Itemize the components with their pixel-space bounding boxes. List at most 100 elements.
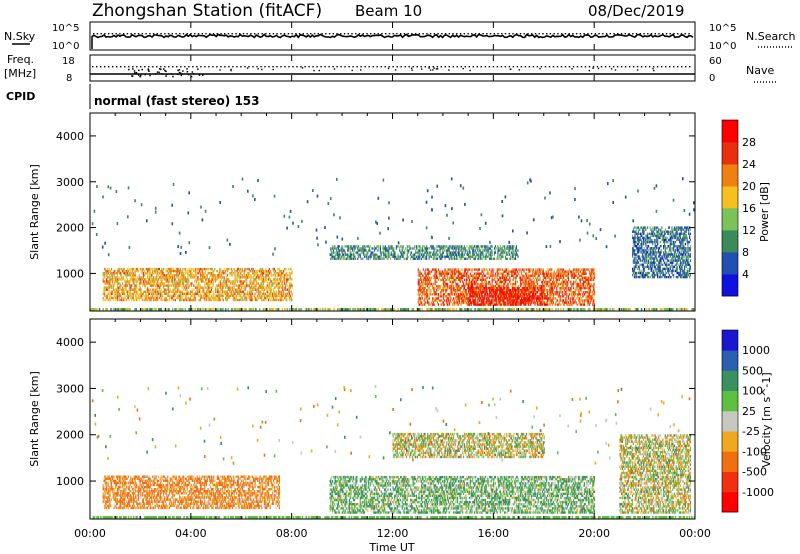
power-cell <box>567 297 570 300</box>
nsearch-point <box>235 33 237 35</box>
power-cell <box>451 282 453 286</box>
power-cell <box>207 284 209 287</box>
nsearch-point <box>269 33 271 35</box>
power-cell <box>129 284 131 287</box>
power-cell <box>476 274 478 277</box>
power-cell <box>158 286 160 289</box>
power-cell <box>456 291 458 294</box>
power-cell <box>468 282 471 286</box>
power-cell <box>227 286 229 289</box>
power-cell <box>243 280 245 283</box>
power-cell <box>226 290 228 293</box>
nsearch-point <box>332 33 334 35</box>
power-cell <box>542 297 544 300</box>
power-cell <box>131 292 134 296</box>
power-cell <box>204 294 206 298</box>
power-cell <box>152 288 154 291</box>
power-cell <box>126 284 128 287</box>
power-cell <box>562 295 565 298</box>
power-cell <box>518 286 520 290</box>
nave-point <box>616 66 619 68</box>
power-cell <box>251 290 253 293</box>
power-cell <box>435 268 437 271</box>
power-cell <box>109 276 111 279</box>
power-cell <box>107 276 109 279</box>
power-cell <box>548 276 550 279</box>
power-cell <box>220 274 222 277</box>
power-cell <box>188 272 190 275</box>
power-cell <box>160 269 162 273</box>
power-cell <box>116 274 119 277</box>
power-cell <box>270 284 272 287</box>
power-cell <box>261 298 263 302</box>
nsearch-point <box>553 33 555 35</box>
power-cell <box>146 272 148 275</box>
power-cell <box>477 301 479 304</box>
power-cell <box>105 269 107 273</box>
power-cell <box>144 272 146 275</box>
power-cell <box>123 292 125 296</box>
power-cell <box>248 267 250 271</box>
nsearch-point <box>108 33 110 35</box>
power-cell <box>265 296 267 300</box>
power-cell <box>422 286 424 290</box>
power-cell <box>460 291 462 294</box>
power-cell <box>110 272 112 275</box>
power-cell <box>134 288 136 291</box>
power-cell <box>290 282 292 285</box>
power-cell <box>268 292 270 296</box>
nsearch-point <box>310 33 312 35</box>
power-cell <box>584 280 586 284</box>
power-cell <box>130 276 132 279</box>
power-cell <box>148 278 150 281</box>
power-cell <box>231 274 234 277</box>
power-cell <box>484 274 486 277</box>
power-cell <box>230 272 232 275</box>
power-cell <box>215 288 217 291</box>
power-cell <box>200 274 202 277</box>
power-cell <box>533 299 535 302</box>
nave-dip-point <box>190 75 193 78</box>
power-cell <box>580 289 582 292</box>
power-cell <box>567 270 570 273</box>
power-cell <box>128 267 130 271</box>
power-cell <box>516 299 518 302</box>
power-cell <box>217 284 219 287</box>
power-cell <box>478 274 481 277</box>
power-cell <box>484 297 486 300</box>
power-cell <box>515 282 517 286</box>
power-cell <box>456 293 458 296</box>
power-cell <box>251 267 253 271</box>
power-cell <box>419 293 421 296</box>
power-cell <box>126 284 129 287</box>
nave-point <box>244 66 246 68</box>
power-cell <box>241 269 244 273</box>
power-cell <box>156 269 158 273</box>
power-cell <box>509 293 511 296</box>
power-cell <box>116 296 119 300</box>
power-cell <box>447 297 449 300</box>
power-cell <box>456 276 458 279</box>
power-cell <box>157 267 159 271</box>
nave-point <box>520 66 523 68</box>
nsearch-point <box>531 33 533 35</box>
power-cell <box>208 298 210 302</box>
power-cell <box>197 292 199 296</box>
power-cell <box>262 286 265 289</box>
power-cell <box>420 272 422 275</box>
date-label: 08/Dec/2019 <box>588 2 684 20</box>
power-cell <box>228 296 230 300</box>
power-cell <box>257 286 260 289</box>
power-cell <box>556 289 558 292</box>
power-cell <box>285 282 287 285</box>
power-cell <box>468 301 470 304</box>
power-cell <box>465 274 467 277</box>
power-cell <box>133 274 135 277</box>
power-cell <box>278 272 281 275</box>
power-cell <box>457 297 459 300</box>
power-cell <box>126 274 128 277</box>
power-cell <box>434 293 436 296</box>
power-cell <box>150 280 152 283</box>
nave-point <box>628 66 631 68</box>
